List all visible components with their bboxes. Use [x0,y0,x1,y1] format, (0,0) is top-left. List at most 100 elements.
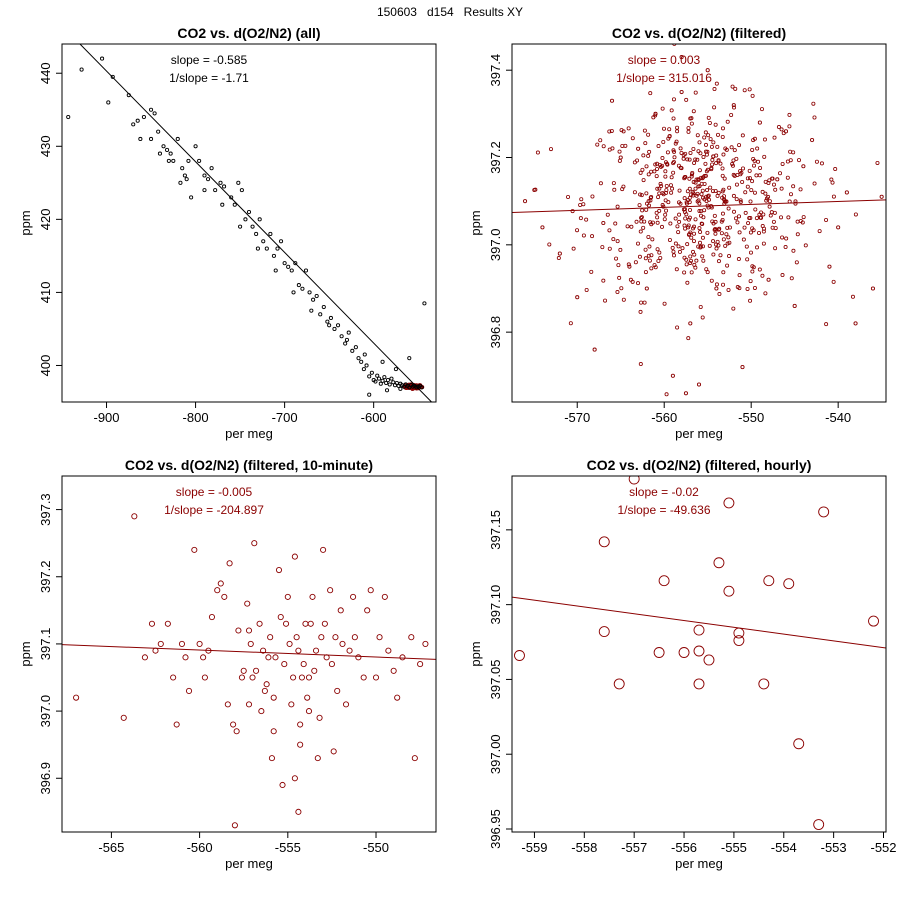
data-point [265,654,272,661]
data-point [724,232,729,237]
data-point [875,160,880,165]
data-point [595,142,600,147]
data-point [696,382,702,387]
data-point [734,197,739,202]
fit-line [512,199,886,214]
data-point [783,245,788,250]
data-point [707,120,712,125]
data-point [673,141,678,146]
data-point [793,201,798,206]
data-point [332,634,339,641]
data-point [258,708,265,715]
data-point [522,199,528,204]
data-point [648,195,653,200]
data-point [271,253,276,258]
y-tick-label: 396.9 [38,762,53,795]
data-point [293,261,298,266]
data-point [737,286,742,291]
data-point [668,183,673,188]
data-point [264,246,269,251]
data-point [819,161,824,166]
data-point [671,161,676,166]
data-point [652,169,657,174]
data-point [760,189,765,194]
data-point [761,241,766,246]
data-point [666,136,671,141]
data-point [628,476,640,485]
data-point [601,220,606,226]
data-point [300,661,307,668]
data-point [355,654,362,661]
data-point [267,634,274,641]
data-point [640,208,645,213]
data-point [721,282,726,287]
data-point [704,267,709,272]
data-point [617,275,622,280]
data-point [709,278,714,283]
data-point [719,231,724,236]
data-point [767,199,772,204]
data-point [376,634,383,641]
data-point [390,667,397,674]
data-point [346,330,351,335]
data-point [328,661,335,668]
data-point [660,106,665,111]
data-point [784,236,789,241]
data-point [296,283,301,288]
data-point [304,694,311,701]
data-point [186,158,191,163]
data-point [691,249,696,254]
data-point [818,506,830,518]
data-point [711,140,716,145]
data-point [697,209,702,214]
data-point [734,156,739,161]
data-point [641,153,646,158]
data-point [180,166,185,171]
data-point [798,187,803,192]
data-point [642,300,647,305]
data-point [731,172,736,177]
x-axis-label: per meg [675,426,723,441]
data-point [205,177,211,182]
data-point [693,90,698,95]
data-point [711,154,716,159]
data-point [291,553,298,560]
data-point [669,108,674,113]
data-point [712,213,717,218]
chart-title: CO2 vs. d(O2/N2) (filtered) [612,25,786,41]
data-point [673,216,678,221]
data-point [658,163,663,168]
data-point [776,125,781,130]
data-point [760,273,765,278]
data-point [231,822,238,829]
data-point [646,172,651,177]
data-point [684,97,689,102]
data-point [638,229,643,234]
data-point [689,270,694,275]
data-point [637,203,642,208]
data-point [724,147,729,152]
data-point [780,235,785,240]
data-point [674,267,679,272]
data-point [703,161,708,166]
y-tick-label: 397.15 [488,510,503,550]
data-point [627,264,632,269]
data-point [686,336,691,341]
data-point [791,184,796,189]
data-point [684,201,689,206]
data-point [659,224,664,229]
data-point [833,167,838,172]
data-point [697,240,702,245]
data-point [644,286,649,291]
data-point [201,674,208,681]
data-point [683,391,689,396]
data-point [710,189,715,194]
data-point [703,149,708,154]
data-point [318,312,323,317]
data-point [661,140,666,145]
data-point [737,214,742,219]
x-tick-label: -555 [721,840,747,855]
data-point [655,220,660,225]
data-point [698,230,703,235]
data-point [321,620,328,627]
